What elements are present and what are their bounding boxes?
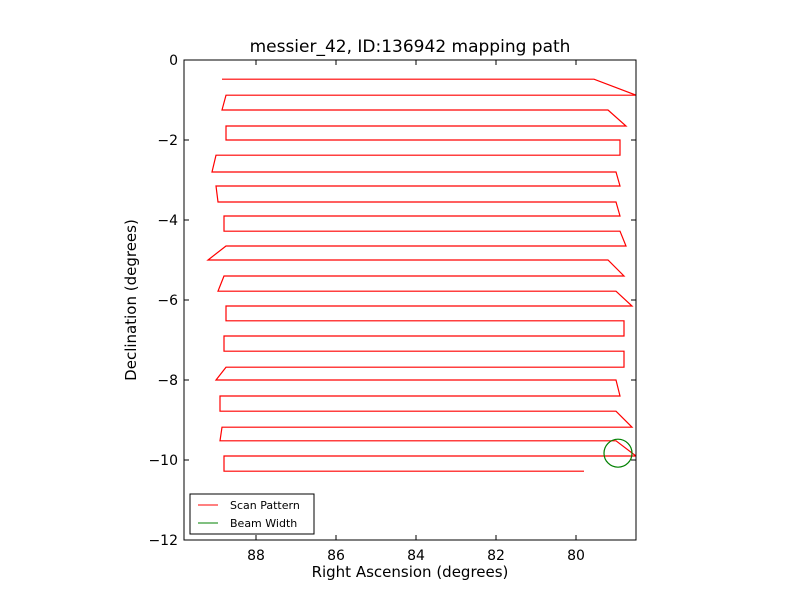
y-tick-label: −6 xyxy=(157,293,178,309)
y-tick-label: −12 xyxy=(148,533,178,549)
y-tick-label: −2 xyxy=(157,133,178,149)
y-axis-title: Declination (degrees) xyxy=(122,219,140,381)
plot-frame xyxy=(183,59,637,541)
scan-pattern-line xyxy=(206,78,636,472)
x-tick-label: 80 xyxy=(567,548,585,564)
y-tick-label: −4 xyxy=(157,213,178,229)
y-tick-label: −8 xyxy=(157,373,178,389)
beam-width-circle xyxy=(603,438,633,468)
x-tick-label: 84 xyxy=(407,548,425,564)
x-axis-title: Right Ascension (degrees) xyxy=(312,563,509,581)
y-tick-label: −10 xyxy=(148,453,178,469)
legend-label-scan-pattern: Scan Pattern xyxy=(230,499,300,512)
legend-box xyxy=(189,493,315,535)
y-tick-label: 0 xyxy=(169,53,178,69)
x-tick-label: 88 xyxy=(247,548,265,564)
tick-layer: 88 86 84 82 80 0 −2 −4 −6 −8 −10 −12 xyxy=(148,53,636,564)
x-tick-label: 82 xyxy=(487,548,505,564)
chart-title: messier_42, ID:136942 mapping path xyxy=(250,37,571,57)
legend: Scan Pattern Beam Width xyxy=(189,493,315,535)
plot-layer xyxy=(206,78,636,472)
x-tick-label: 86 xyxy=(327,548,345,564)
legend-label-beam-width: Beam Width xyxy=(230,517,297,530)
